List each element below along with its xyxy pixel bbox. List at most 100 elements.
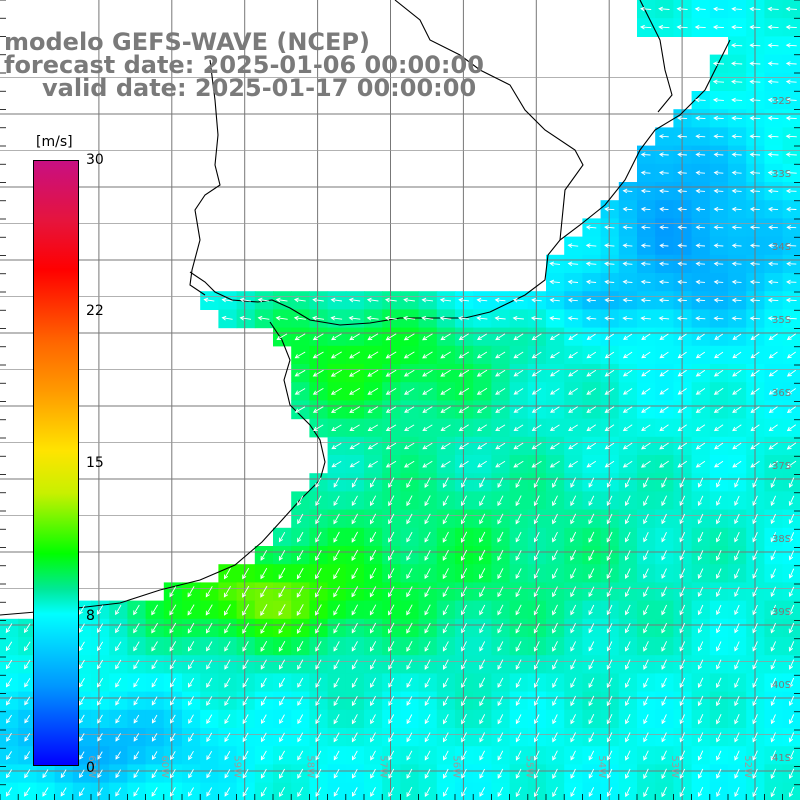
- wind-arrow-head: [370, 755, 375, 761]
- wind-arrow-head: [351, 592, 356, 598]
- wind-arrow: [459, 299, 470, 302]
- wind-arrow: [152, 751, 158, 760]
- wind-arrow: [514, 369, 524, 377]
- wind-arrow-head: [385, 354, 391, 359]
- wind-arrow-head: [315, 556, 320, 561]
- wind-arrow-head: [515, 592, 520, 598]
- wind-arrow-head: [770, 519, 775, 525]
- wind-arrow: [297, 531, 304, 542]
- wind-arrow: [713, 81, 725, 83]
- wind-arrow-head: [767, 6, 773, 12]
- wind-arrow-head: [606, 592, 611, 598]
- wind-arrow: [352, 768, 358, 779]
- wind-arrow: [279, 732, 285, 742]
- wind-arrow-head: [479, 556, 484, 562]
- wind-arrow: [532, 442, 542, 450]
- wind-arrow-head: [261, 737, 266, 743]
- wind-arrow: [479, 659, 486, 670]
- wind-arrow-head: [296, 629, 302, 634]
- wind-arrow: [440, 317, 452, 320]
- wind-arrow: [515, 732, 522, 742]
- wind-arrow-head: [661, 555, 666, 561]
- wind-arrow-head: [279, 701, 284, 706]
- wind-arrow-head: [786, 426, 792, 432]
- wind-arrow: [623, 263, 633, 265]
- wind-arrow-head: [479, 792, 484, 797]
- wind-arrow-head: [366, 297, 372, 303]
- wind-arrow: [388, 641, 395, 652]
- wind-arrow: [461, 495, 467, 506]
- wind-arrow: [461, 641, 467, 652]
- wind-arrow-head: [570, 628, 575, 634]
- wind-arrow-head: [333, 773, 338, 779]
- wind-arrow: [696, 299, 706, 302]
- wind-arrow-head: [351, 482, 356, 488]
- wind-arrow-head: [752, 664, 757, 670]
- wind-arrow: [605, 299, 615, 302]
- wind-arrow: [768, 317, 779, 320]
- wind-arrow: [586, 351, 597, 359]
- wind-arrow: [315, 750, 322, 760]
- wind-arrow: [188, 750, 194, 760]
- wind-arrow: [732, 26, 743, 29]
- wind-arrow: [752, 513, 758, 524]
- wind-arrow-head: [424, 610, 429, 616]
- wind-arrow: [495, 299, 506, 302]
- wind-arrow-head: [260, 755, 266, 761]
- wind-arrow-head: [661, 755, 666, 761]
- wind-arrow-head: [716, 773, 721, 779]
- wind-arrow: [351, 604, 358, 615]
- wind-arrow-head: [297, 719, 302, 725]
- wind-arrow-head: [260, 773, 266, 779]
- wind-arrow-head: [515, 755, 520, 761]
- colorbar: [33, 160, 79, 766]
- wind-arrow: [279, 549, 286, 561]
- wind-arrow-head: [296, 611, 301, 616]
- wind-arrow-head: [370, 501, 375, 507]
- wind-arrow: [695, 117, 706, 120]
- wind-arrow-head: [786, 354, 792, 359]
- wind-arrow-head: [567, 279, 573, 285]
- wind-arrow: [60, 769, 67, 778]
- wind-arrow: [552, 786, 558, 797]
- wind-arrow: [115, 714, 122, 724]
- wind-arrow-head: [586, 444, 592, 450]
- wind-arrow: [388, 786, 395, 797]
- wind-arrow: [570, 787, 576, 797]
- wind-arrow-head: [424, 755, 429, 761]
- wind-arrow: [698, 477, 704, 488]
- wind-arrow: [789, 513, 795, 524]
- wind-arrow: [789, 495, 795, 506]
- wind-arrow-head: [476, 297, 482, 303]
- wind-arrow-head: [570, 592, 575, 598]
- wind-arrow: [424, 768, 431, 779]
- wind-arrow-head: [712, 97, 718, 103]
- wind-arrow: [315, 477, 322, 488]
- wind-arrow-head: [604, 335, 610, 340]
- wind-arrow: [588, 732, 595, 742]
- wind-arrow: [588, 695, 595, 706]
- wind-arrow-head: [97, 754, 102, 760]
- wind-arrow: [661, 786, 667, 797]
- wind-arrow: [731, 62, 743, 65]
- wind-arrow-head: [261, 719, 266, 725]
- wind-arrow: [607, 477, 613, 488]
- wind-arrow: [60, 787, 67, 797]
- wind-arrow-head: [749, 24, 755, 30]
- wind-arrow-head: [330, 315, 336, 321]
- wind-arrow: [388, 768, 395, 779]
- wind-arrow: [552, 750, 558, 761]
- wind-arrow-head: [661, 664, 666, 670]
- wind-arrow: [497, 531, 504, 543]
- wind-arrow-head: [643, 646, 648, 652]
- wind-arrow: [152, 733, 158, 742]
- wind-arrow-head: [79, 736, 84, 742]
- wind-arrow: [406, 531, 413, 542]
- wind-arrow: [479, 714, 486, 724]
- wind-arrow: [313, 388, 324, 395]
- wind-arrow: [732, 208, 742, 211]
- wind-arrow: [588, 477, 595, 488]
- wind-arrow: [661, 495, 668, 506]
- wind-arrow: [750, 44, 761, 47]
- wind-arrow-head: [604, 243, 609, 248]
